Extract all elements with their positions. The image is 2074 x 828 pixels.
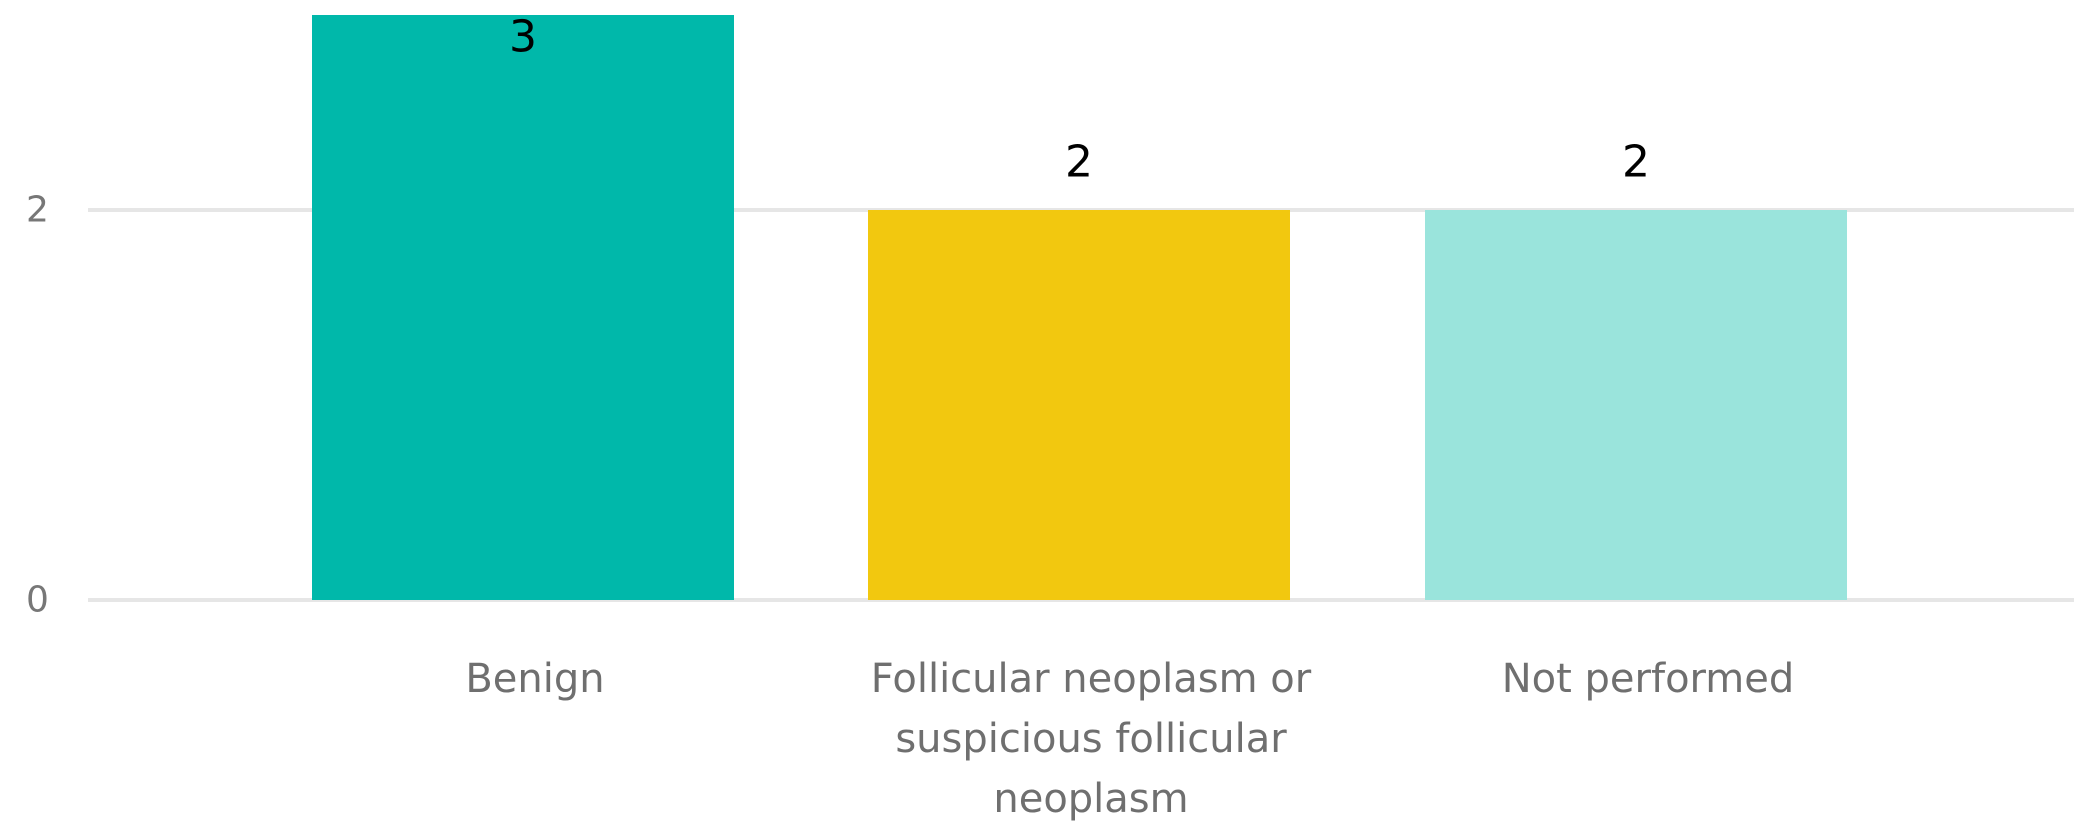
category-label: Not performed [1502, 656, 1795, 702]
data-labels: 3 2 2 [509, 12, 1650, 188]
bar-0 [312, 15, 734, 600]
data-label: 3 [509, 12, 537, 63]
bar-2 [1425, 210, 1847, 600]
data-label: 2 [1622, 137, 1650, 188]
category-labels: Benign Follicular neoplasm or suspicious f… [465, 656, 1794, 822]
data-label: 2 [1065, 137, 1093, 188]
bar-1 [868, 210, 1290, 600]
y-tick-label: 0 [26, 580, 49, 621]
category-label: Benign [465, 656, 604, 702]
bars [312, 15, 1847, 600]
y-tick-label: 2 [26, 190, 49, 231]
category-label: neoplasm [993, 776, 1188, 822]
y-axis-ticks: 02 [26, 190, 49, 621]
category-label: Follicular neoplasm or [871, 656, 1312, 702]
category-label: suspicious follicular [895, 716, 1287, 762]
